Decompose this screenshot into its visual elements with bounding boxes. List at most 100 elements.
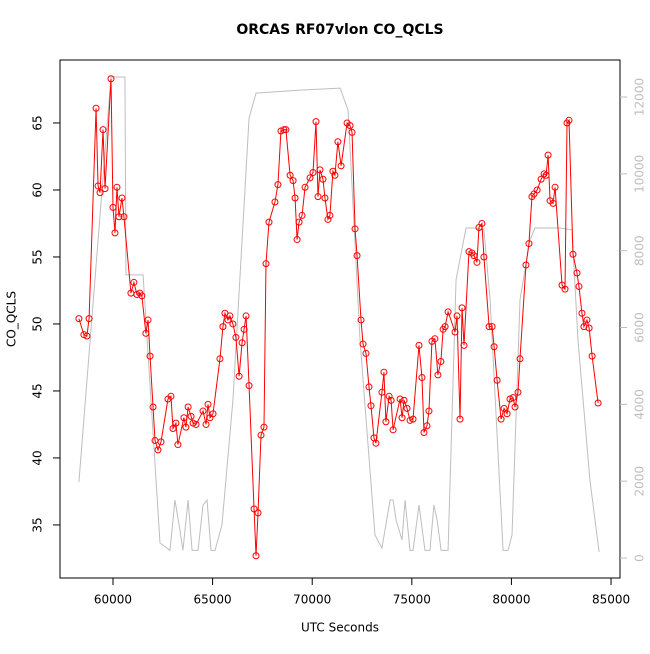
data-point <box>585 324 593 332</box>
x-tick-label: 60000 <box>94 593 132 607</box>
data-point <box>588 352 596 360</box>
data-point <box>490 343 498 351</box>
data-point <box>192 420 200 428</box>
data-point <box>138 292 146 300</box>
data-point <box>378 388 386 396</box>
data-point <box>250 505 258 513</box>
data-point <box>451 328 459 336</box>
data-point <box>180 414 188 422</box>
data-point <box>573 269 581 277</box>
y-tick-label: 40 <box>31 450 45 465</box>
y2-tick-label: 8000 <box>633 235 647 266</box>
y-tick-label: 50 <box>31 316 45 331</box>
y2-tick-label: 0 <box>633 554 647 562</box>
data-point <box>458 304 466 312</box>
data-point <box>434 371 442 379</box>
data-point <box>549 199 557 207</box>
data-point <box>565 116 573 124</box>
data-point <box>257 431 265 439</box>
data-point <box>280 126 288 134</box>
data-point <box>525 240 533 248</box>
data-point <box>75 315 83 323</box>
data-point <box>540 170 548 178</box>
data-point <box>509 394 517 402</box>
data-point <box>229 320 237 328</box>
data-point <box>444 308 452 316</box>
data-point <box>326 211 334 219</box>
data-point <box>362 349 370 357</box>
data-point <box>346 122 354 130</box>
data-point <box>522 261 530 269</box>
data-point <box>260 423 268 431</box>
data-point <box>403 404 411 412</box>
data-point <box>309 169 317 177</box>
data-point <box>316 166 324 174</box>
data-point <box>107 75 115 83</box>
data-point <box>149 403 157 411</box>
data-point <box>157 438 165 446</box>
data-point <box>387 396 395 404</box>
data-point <box>460 341 468 349</box>
data-point <box>551 183 559 191</box>
data-point <box>400 396 408 404</box>
y-tick-label: 35 <box>31 517 45 532</box>
data-point <box>209 410 217 418</box>
y-tick-label: 45 <box>31 383 45 398</box>
data-point <box>240 325 248 333</box>
y-tick-label: 65 <box>31 115 45 130</box>
plot-box <box>59 59 621 579</box>
data-point <box>348 128 356 136</box>
data-point <box>485 323 493 331</box>
data-point <box>418 374 426 382</box>
data-point <box>420 428 428 436</box>
data-point <box>99 126 107 134</box>
data-point <box>169 424 177 432</box>
data-point <box>142 329 150 337</box>
data-point <box>274 181 282 189</box>
data-point <box>144 316 152 324</box>
data-point <box>542 171 550 179</box>
x-tick-label: 65000 <box>194 593 232 607</box>
data-point <box>488 323 496 331</box>
data-point <box>423 422 431 430</box>
data-point <box>329 167 337 175</box>
data-point <box>583 316 591 324</box>
data-point <box>184 403 192 411</box>
data-point <box>92 104 100 112</box>
data-point <box>365 383 373 391</box>
data-point <box>415 341 423 349</box>
data-point <box>101 185 109 193</box>
y2-tick-label: 10000 <box>633 155 647 193</box>
data-point <box>511 403 519 411</box>
data-point <box>561 285 569 293</box>
x-axis-title: UTC Seconds <box>301 621 379 635</box>
data-point <box>83 332 91 340</box>
data-point <box>398 414 406 422</box>
data-point <box>569 250 577 258</box>
data-point <box>380 368 388 376</box>
data-point <box>118 194 126 202</box>
chart-title: ORCAS RF07vlon CO_QCLS <box>236 22 443 38</box>
data-point <box>282 126 290 134</box>
data-point <box>351 225 359 233</box>
data-point <box>357 316 365 324</box>
data-point <box>497 415 505 423</box>
data-point <box>130 278 138 286</box>
data-point <box>295 218 303 226</box>
data-point <box>265 218 273 226</box>
data-point <box>441 323 449 331</box>
data-point <box>85 315 93 323</box>
data-point <box>514 388 522 396</box>
data-point <box>262 260 270 268</box>
data-point <box>425 407 433 415</box>
y-tick-label: 55 <box>31 249 45 264</box>
data-point <box>321 194 329 202</box>
data-point <box>224 316 232 324</box>
y-tick-label: 60 <box>31 182 45 197</box>
data-point <box>96 189 104 197</box>
data-point <box>109 203 117 211</box>
data-point <box>202 420 210 428</box>
data-point <box>286 171 294 179</box>
